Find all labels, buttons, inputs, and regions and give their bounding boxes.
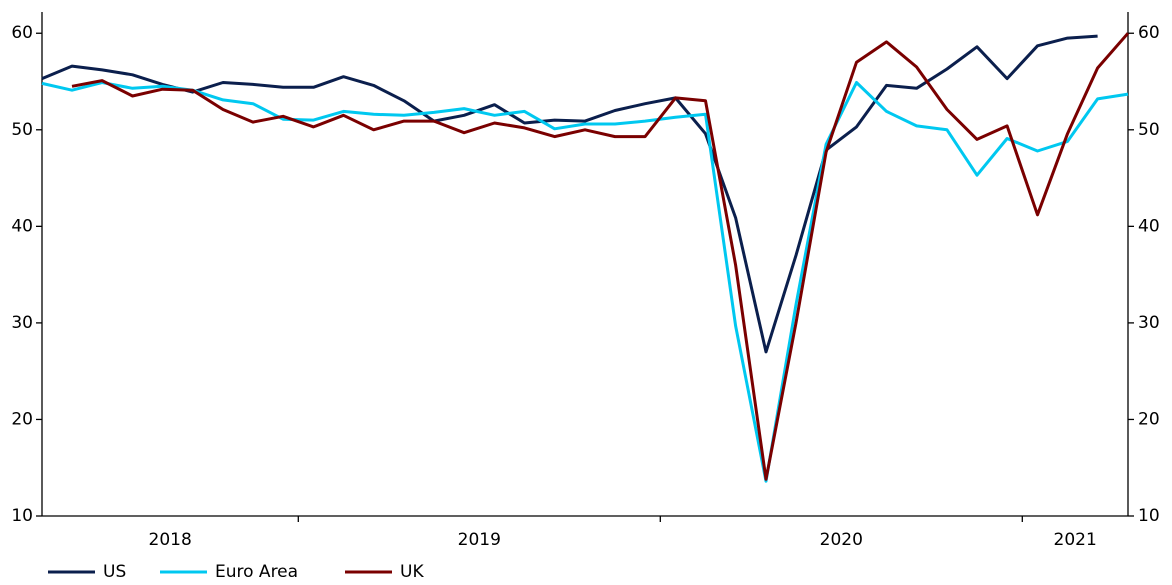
x-tick-label: 2019	[458, 530, 501, 550]
y2-tick-label: 10	[1138, 506, 1160, 526]
y-tick-label: 10	[11, 506, 33, 526]
series-line	[41, 81, 1129, 483]
y-tick-label: 40	[11, 216, 33, 236]
legend-label: UK	[400, 562, 424, 582]
legend-label: Euro Area	[215, 562, 298, 582]
series-line	[71, 32, 1130, 481]
y2-tick-label: 50	[1138, 120, 1160, 140]
y2-tick-label: 20	[1138, 409, 1160, 429]
legend-label: US	[103, 562, 126, 582]
y-tick-label: 20	[11, 409, 33, 429]
x-tick-label: 2021	[1054, 530, 1097, 550]
y2-tick-label: 30	[1138, 313, 1160, 333]
y-tick-label: 60	[11, 23, 33, 43]
x-tick-label: 2020	[820, 530, 863, 550]
y2-tick-label: 60	[1138, 23, 1160, 43]
x-tick-label: 2018	[149, 530, 192, 550]
y-tick-label: 30	[11, 313, 33, 333]
series-line	[41, 34, 1098, 354]
y2-tick-label: 40	[1138, 216, 1160, 236]
y-tick-label: 50	[11, 120, 33, 140]
